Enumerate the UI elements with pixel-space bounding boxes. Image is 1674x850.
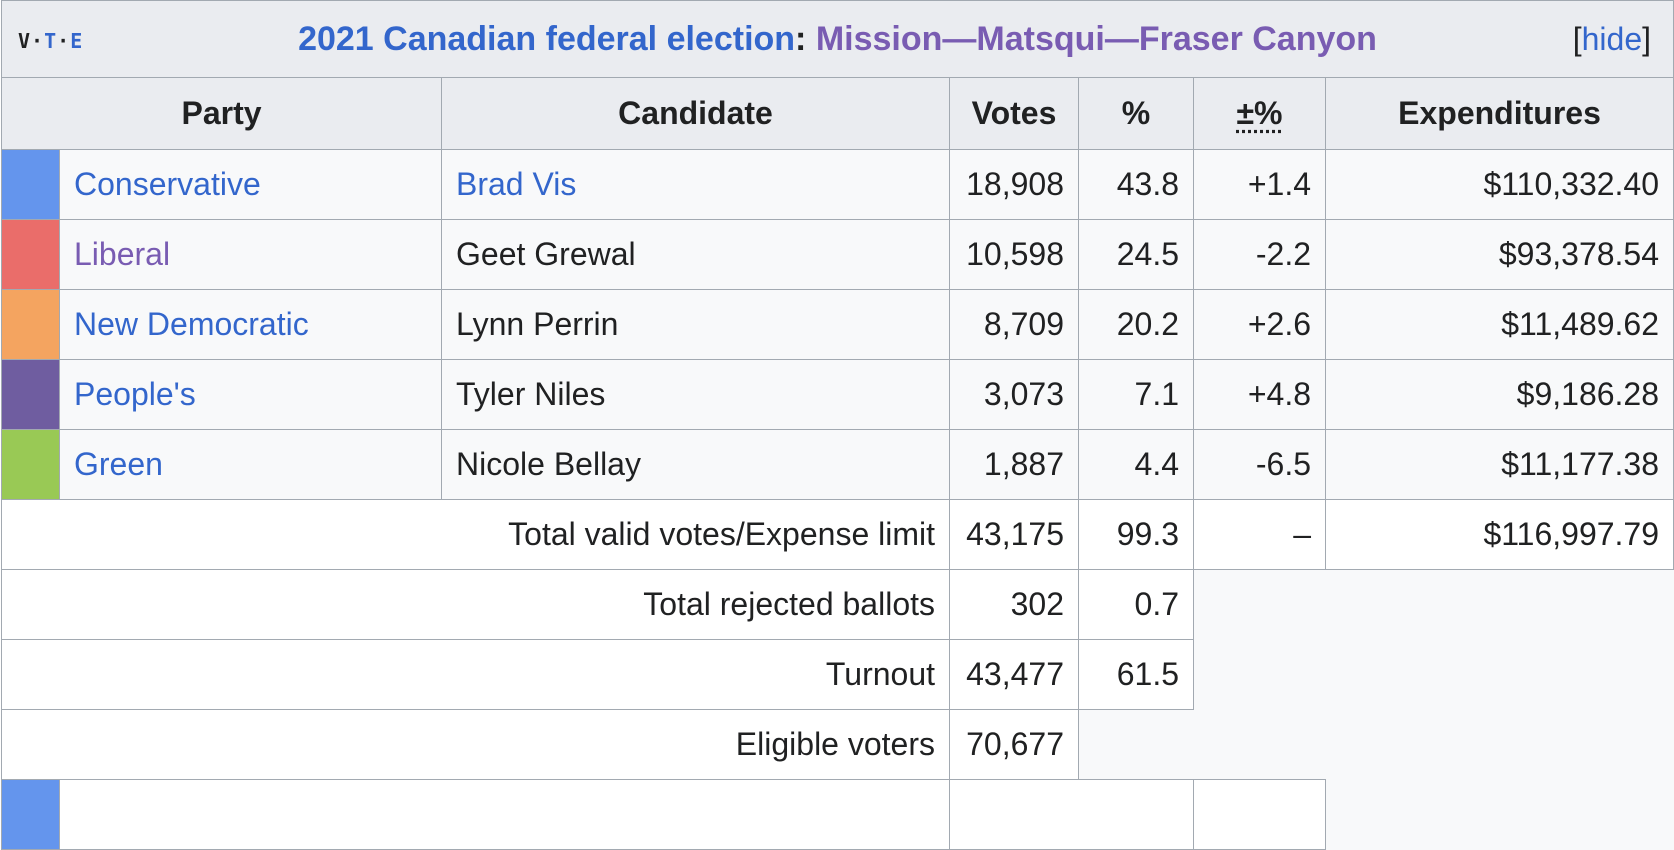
rejected-label: Total rejected ballots xyxy=(1,569,950,640)
header-candidate: Candidate xyxy=(441,77,950,150)
party-link[interactable]: People's xyxy=(74,376,196,412)
hide-link[interactable]: hide xyxy=(1581,21,1643,57)
header-row: Party Candidate Votes % ±% Expenditures xyxy=(1,77,1674,150)
table-row: People's Tyler Niles 3,073 7.1 +4.8 $9,1… xyxy=(1,359,1674,430)
partial-cell xyxy=(1193,779,1326,850)
percent-cell: 7.1 xyxy=(1078,359,1194,430)
table-title-row: V·T·E 2021 Canadian federal election: Mi… xyxy=(0,0,1674,78)
party-cell: People's xyxy=(59,359,442,430)
table-caption: V·T·E 2021 Canadian federal election: Mi… xyxy=(0,0,1674,78)
change-cell: +1.4 xyxy=(1193,149,1326,220)
expenditures-cell: $110,332.40 xyxy=(1324,149,1674,220)
turnout-label: Turnout xyxy=(1,639,950,710)
change-cell: -2.2 xyxy=(1193,219,1326,290)
candidate-link[interactable]: Brad Vis xyxy=(456,166,577,202)
election-link[interactable]: 2021 Canadian federal election xyxy=(298,19,796,58)
percent-cell: 20.2 xyxy=(1078,289,1194,360)
candidate-cell: Lynn Perrin xyxy=(441,289,950,360)
partial-cell xyxy=(59,779,950,850)
party-color-swatch xyxy=(1,429,60,500)
table-row: Green Nicole Bellay 1,887 4.4 -6.5 $11,1… xyxy=(1,429,1674,500)
percent-cell: 4.4 xyxy=(1078,429,1194,500)
candidate-cell: Brad Vis xyxy=(441,149,950,220)
partial-cell xyxy=(1325,779,1674,850)
header-expenditures: Expenditures xyxy=(1324,77,1674,150)
expense-limit: $116,997.79 xyxy=(1324,499,1674,570)
change-cell: -6.5 xyxy=(1193,429,1326,500)
party-link[interactable]: Conservative xyxy=(74,166,261,202)
candidate-cell: Tyler Niles xyxy=(441,359,950,430)
header-votes: Votes xyxy=(949,77,1079,150)
change-cell: +2.6 xyxy=(1193,289,1326,360)
rejected-percent: 0.7 xyxy=(1078,569,1194,640)
expenditures-cell: $93,378.54 xyxy=(1324,219,1674,290)
total-valid-percent: 99.3 xyxy=(1078,499,1194,570)
riding-link[interactable]: Mission—Matsqui—Fraser Canyon xyxy=(815,19,1377,58)
turnout-row: Turnout 43,477 61.5 xyxy=(1,639,1674,710)
votes-cell: 3,073 xyxy=(949,359,1079,430)
hide-toggle: [hide] xyxy=(1572,21,1652,57)
candidate-cell: Geet Grewal xyxy=(441,219,950,290)
navbox-vte: V·T·E xyxy=(18,29,84,53)
table-row: Conservative Brad Vis 18,908 43.8 +1.4 $… xyxy=(1,149,1674,220)
party-cell: New Democratic xyxy=(59,289,442,360)
total-valid-votes: 43,175 xyxy=(949,499,1079,570)
party-cell: Conservative xyxy=(59,149,442,220)
party-link[interactable]: Liberal xyxy=(74,236,171,272)
eligible-votes: 70,677 xyxy=(949,709,1079,780)
table-row: New Democratic Lynn Perrin 8,709 20.2 +2… xyxy=(1,289,1674,360)
party-cell: Green xyxy=(59,429,442,500)
partial-cell xyxy=(949,779,1194,850)
rejected-votes: 302 xyxy=(949,569,1079,640)
table-row: Liberal Geet Grewal 10,598 24.5 -2.2 $93… xyxy=(1,219,1674,290)
title-separator: : xyxy=(795,19,807,58)
change-cell: +4.8 xyxy=(1193,359,1326,430)
percent-cell: 24.5 xyxy=(1078,219,1194,290)
eligible-row: Eligible voters 70,677 xyxy=(1,709,1674,780)
votes-cell: 8,709 xyxy=(949,289,1079,360)
rejected-row: Total rejected ballots 302 0.7 xyxy=(1,569,1674,710)
party-color-swatch xyxy=(1,149,60,220)
candidate-cell: Nicole Bellay xyxy=(441,429,950,500)
header-percent: % xyxy=(1078,77,1194,150)
partial-next-row xyxy=(1,779,1674,850)
expenditures-cell: $11,489.62 xyxy=(1324,289,1674,360)
turnout-percent: 61.5 xyxy=(1078,639,1194,710)
votes-cell: 10,598 xyxy=(949,219,1079,290)
votes-cell: 1,887 xyxy=(949,429,1079,500)
party-color-swatch xyxy=(1,359,60,430)
party-cell: Liberal xyxy=(59,219,442,290)
header-party: Party xyxy=(1,77,442,150)
change-abbr: ±% xyxy=(1236,95,1283,131)
empty-cell xyxy=(1193,569,1674,710)
party-link[interactable]: Green xyxy=(74,446,163,482)
turnout-votes: 43,477 xyxy=(949,639,1079,710)
total-valid-change: – xyxy=(1193,499,1326,570)
empty-cell xyxy=(1078,709,1674,780)
edit-template-link[interactable]: E xyxy=(70,29,84,53)
percent-cell: 43.8 xyxy=(1078,149,1194,220)
votes-cell: 18,908 xyxy=(949,149,1079,220)
header-change: ±% xyxy=(1193,77,1326,150)
total-valid-row: Total valid votes/Expense limit 43,175 9… xyxy=(1,499,1674,570)
expenditures-cell: $11,177.38 xyxy=(1324,429,1674,500)
total-valid-label: Total valid votes/Expense limit xyxy=(1,499,950,570)
party-color-swatch xyxy=(1,779,60,850)
eligible-label: Eligible voters xyxy=(1,709,950,780)
party-link[interactable]: New Democratic xyxy=(74,306,309,342)
party-color-swatch xyxy=(1,289,60,360)
expenditures-cell: $9,186.28 xyxy=(1324,359,1674,430)
view-template-link[interactable]: V xyxy=(18,29,32,53)
party-color-swatch xyxy=(1,219,60,290)
talk-template-link[interactable]: T xyxy=(44,29,58,53)
